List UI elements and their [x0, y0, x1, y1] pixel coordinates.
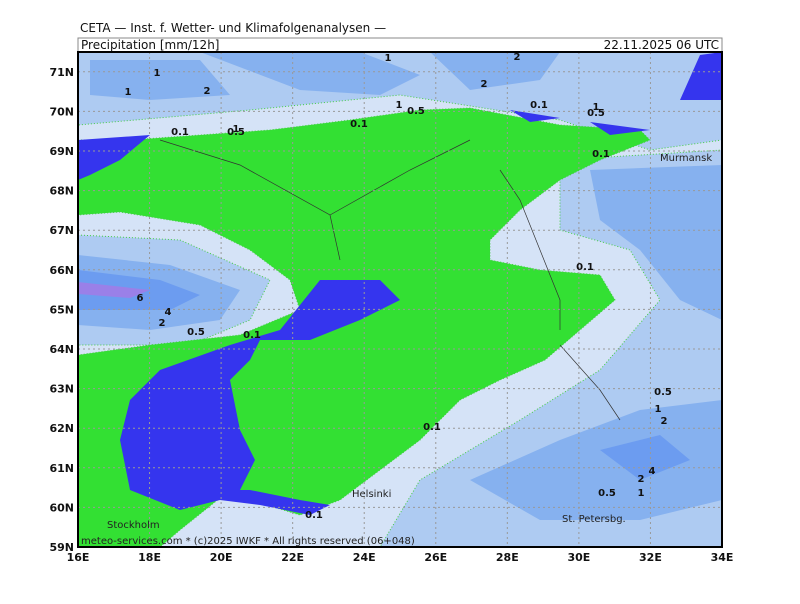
city-label: Murmansk: [660, 153, 712, 164]
lat-label: 61N: [49, 462, 74, 475]
lat-label: 69N: [49, 145, 74, 158]
contour-label: 2: [661, 416, 668, 427]
lon-label: 18E: [138, 551, 161, 564]
map-title: Precipitation [mm/12h]: [81, 38, 219, 52]
contour-label: 0.1: [305, 510, 323, 521]
contour-label: 4: [165, 307, 172, 318]
lon-label: 24E: [353, 551, 376, 564]
contour-label: 0.5: [407, 106, 425, 117]
city-label: Stockholm: [107, 520, 160, 531]
lat-label: 71N: [49, 66, 74, 79]
lat-label: 66N: [49, 264, 74, 277]
map-frame: [77, 51, 723, 548]
lon-label: 34E: [711, 551, 734, 564]
contour-label: 1: [125, 87, 132, 98]
contour-label: 6: [137, 293, 144, 304]
lat-label: 62N: [49, 422, 74, 435]
contour-label: 0.5: [587, 108, 605, 119]
contour-label: 0.1: [243, 330, 261, 341]
contour-label: 0.1: [423, 422, 441, 433]
contour-label: 0.5: [227, 127, 245, 138]
city-label: St. Petersbg.: [562, 514, 626, 525]
lat-label: 63N: [49, 383, 74, 396]
city-label: Helsinki: [352, 489, 391, 500]
footer: meteo-services.com * (c)2025 IWKF * All …: [81, 536, 415, 547]
lon-label: 28E: [496, 551, 519, 564]
lat-label: 68N: [49, 185, 74, 198]
contour-label: 1: [233, 124, 240, 135]
contour-label: 1: [396, 100, 403, 111]
contour-label: 0.1: [592, 149, 610, 160]
lon-label: 32E: [639, 551, 662, 564]
lat-label: 60N: [49, 501, 74, 514]
contour-label: 2: [638, 474, 645, 485]
contour-label: 2: [514, 52, 521, 63]
contour-label: 0.1: [171, 127, 189, 138]
contour-label: 4: [649, 466, 656, 477]
contour-label: 1: [593, 102, 600, 113]
contour-label: 2: [204, 86, 211, 97]
contour-label: 0.5: [187, 327, 205, 338]
lat-label: 59N: [49, 541, 74, 554]
contour-label: 1: [154, 68, 161, 79]
lon-label: 16E: [67, 551, 90, 564]
lon-label: 20E: [210, 551, 233, 564]
contour-label: 0.1: [350, 119, 368, 130]
lon-label: 26E: [424, 551, 447, 564]
lat-label: 64N: [49, 343, 74, 356]
contour-label: 2: [481, 79, 488, 90]
contour-label: 0.5: [598, 488, 616, 499]
institute: CETA — Inst. f. Wetter- und Klimafolgena…: [80, 21, 386, 35]
contour-label: 1: [655, 404, 662, 415]
lat-label: 65N: [49, 303, 74, 316]
contour-label: 2: [159, 318, 166, 329]
contour-label: 1: [385, 53, 392, 64]
contour-label: 1: [638, 488, 645, 499]
lat-label: 67N: [49, 224, 74, 237]
datetime: 22.11.2025 06 UTC: [604, 38, 719, 52]
contour-label: 0.5: [654, 387, 672, 398]
contour-label: 0.1: [530, 100, 548, 111]
contour-label: 0.1: [576, 262, 594, 273]
lon-label: 22E: [281, 551, 304, 564]
lat-label: 70N: [49, 105, 74, 118]
lon-label: 30E: [567, 551, 590, 564]
